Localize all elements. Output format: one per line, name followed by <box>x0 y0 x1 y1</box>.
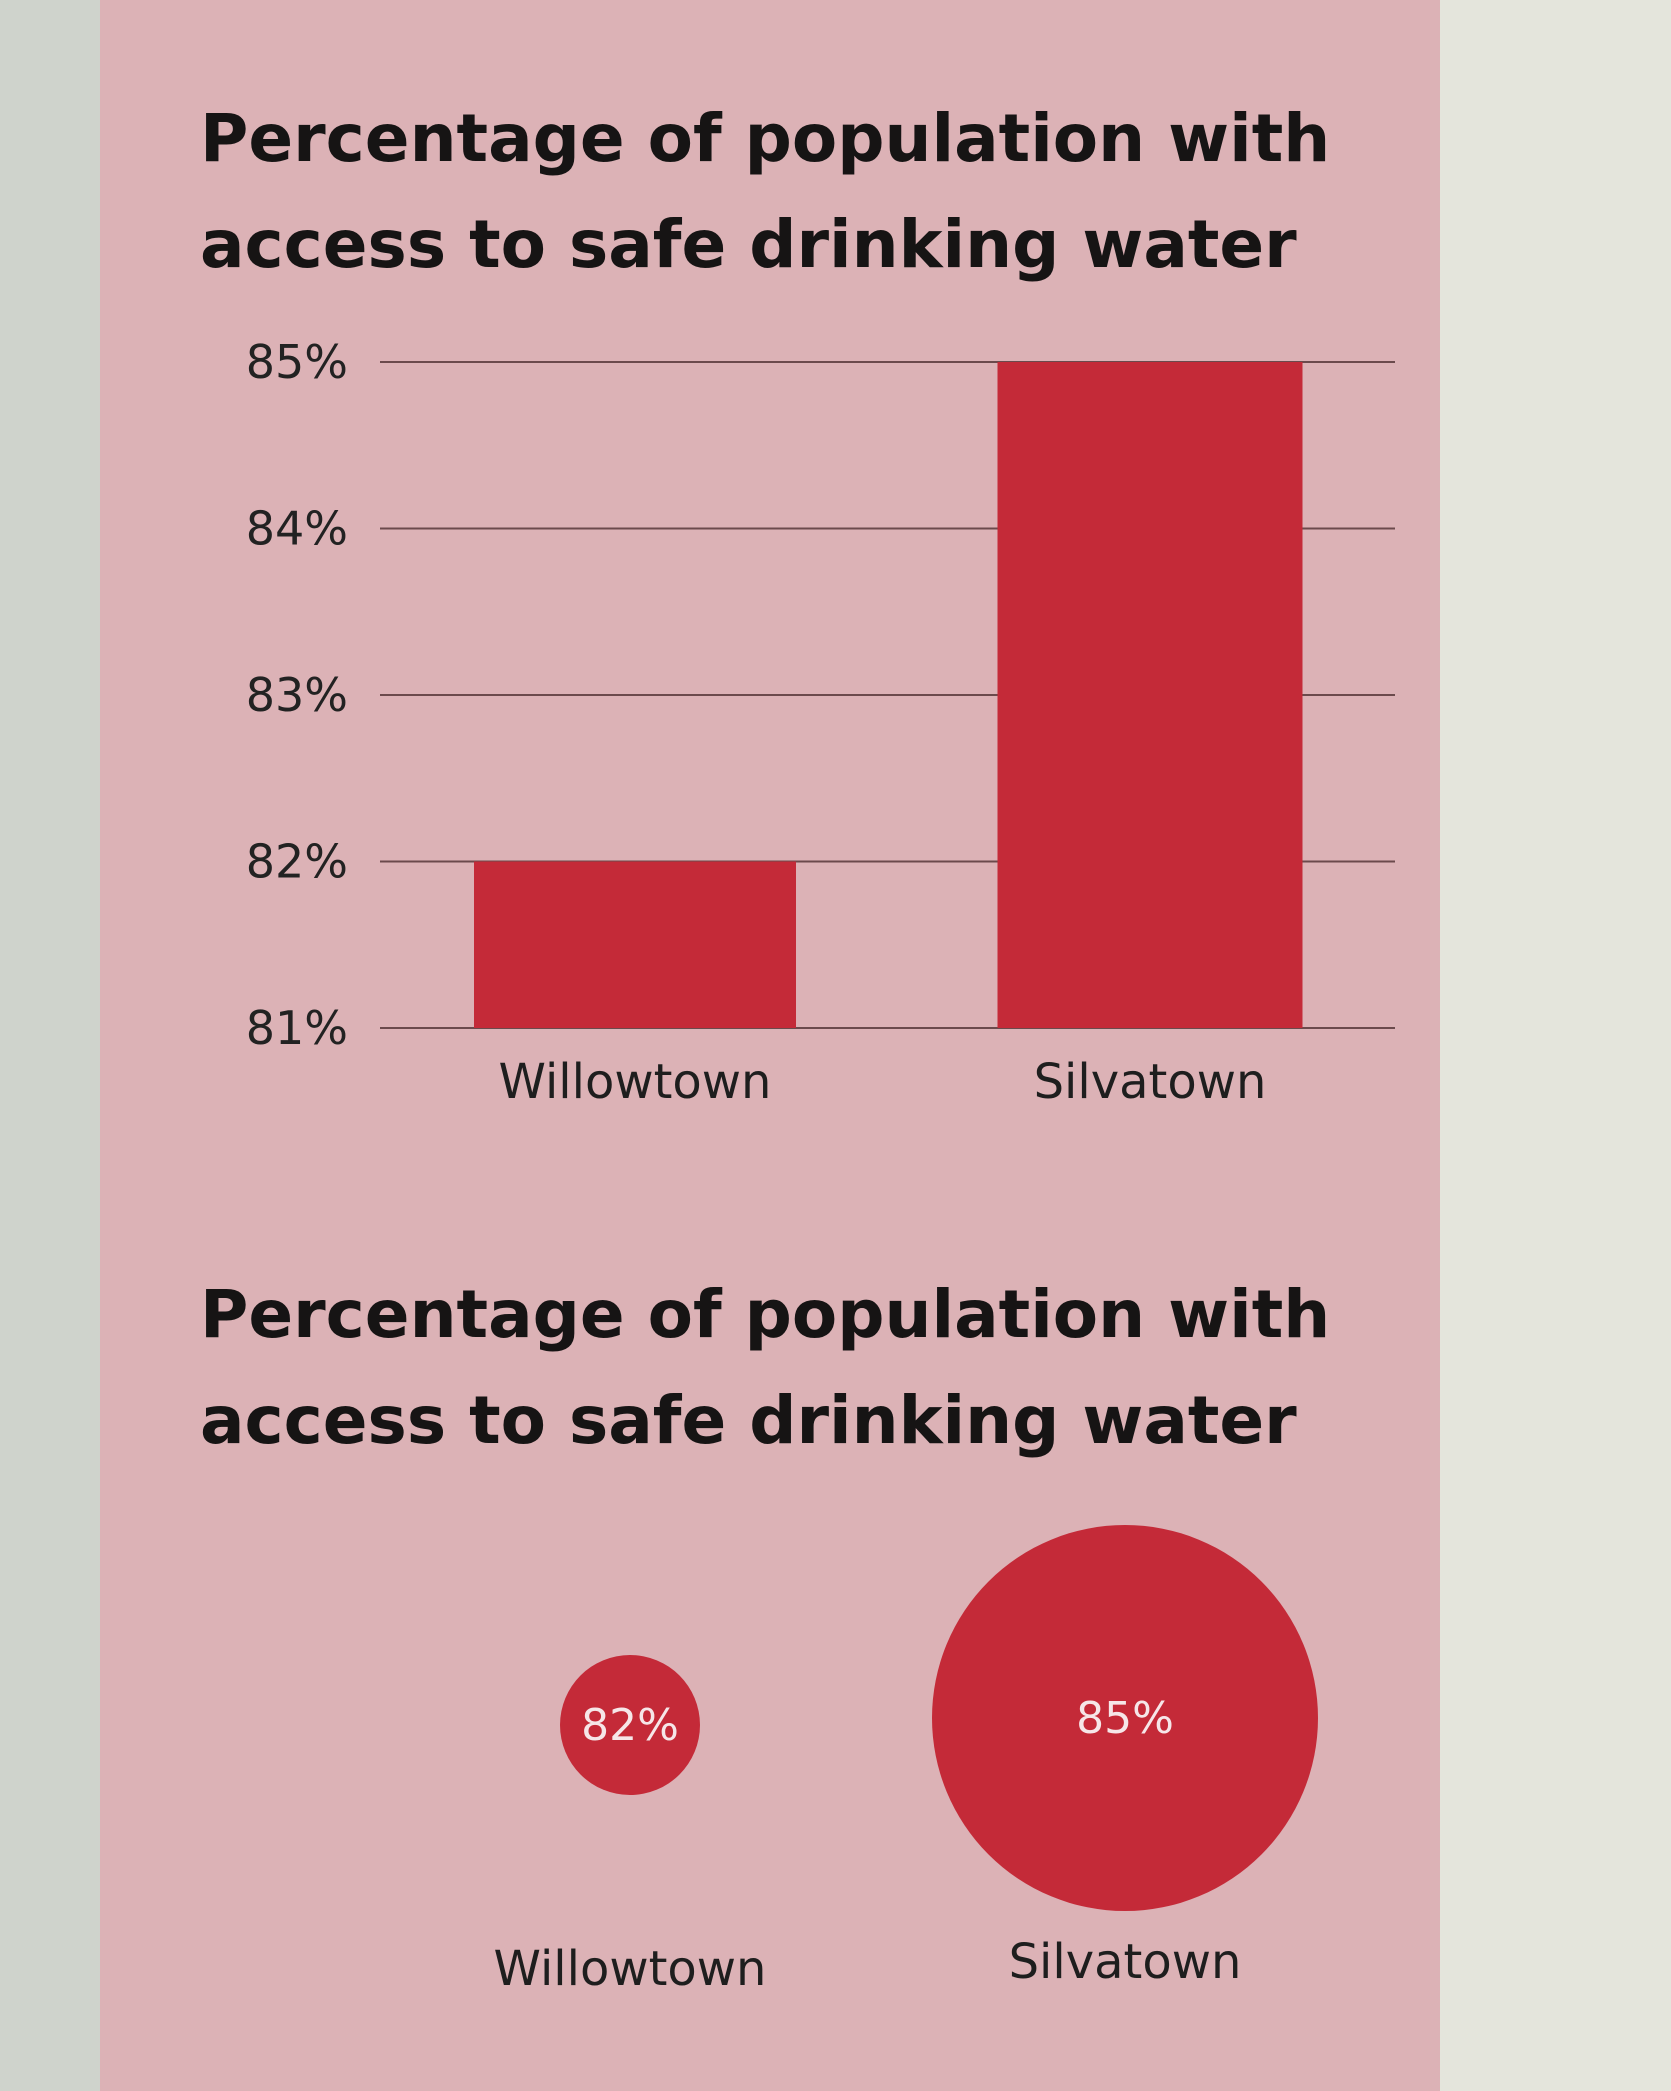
bar-chart: 85% 84% 83% 82% 81% Willowtown Silvatown <box>246 335 1395 1110</box>
bar-chart-title: Percentage of population with access to … <box>200 100 1331 283</box>
y-tick-label: 81% <box>246 1001 348 1055</box>
bubble-chart-title: Percentage of population with access to … <box>200 1276 1331 1459</box>
bubble-silvatown <box>932 1525 1318 1911</box>
x-tick-label: Willowtown <box>499 1054 772 1110</box>
bubble-value-label: 85% <box>1076 1693 1174 1744</box>
bar-silvatown <box>997 362 1303 1028</box>
bubble-category-label: Willowtown <box>494 1941 767 1997</box>
y-tick-label: 82% <box>246 835 348 889</box>
left-page-margin <box>0 0 110 2091</box>
bubble-value-label: 82% <box>581 1700 679 1751</box>
y-tick-label: 84% <box>246 502 348 556</box>
x-tick-label: Silvatown <box>1034 1054 1267 1110</box>
right-page-margin <box>1440 0 1671 2091</box>
y-tick-label: 83% <box>246 668 348 722</box>
bubble-category-label: Silvatown <box>1009 1934 1242 1990</box>
bubble-willowtown <box>560 1655 700 1795</box>
y-tick-label: 85% <box>246 335 348 389</box>
bar-willowtown <box>474 861 796 1028</box>
